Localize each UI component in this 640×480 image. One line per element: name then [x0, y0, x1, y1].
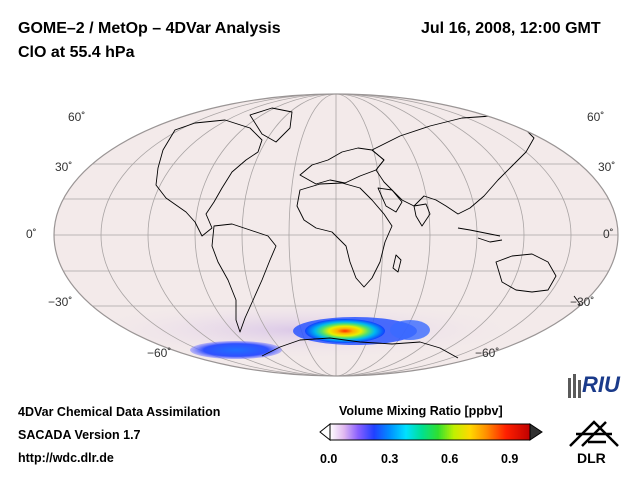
lat-label-30s-right: −30˚ — [570, 295, 595, 309]
dlr-emblem-icon — [569, 420, 619, 447]
footer-url: http://wdc.dlr.de — [18, 451, 114, 465]
lat-label-60n-right: 60˚ — [587, 110, 605, 124]
dlr-logo-text: DLR — [577, 450, 606, 466]
africa-coast — [296, 182, 393, 288]
colorbar-title: Volume Mixing Ratio [ppbv] — [339, 404, 503, 418]
indonesia-coast — [457, 227, 501, 237]
madagascar-coast — [392, 254, 402, 273]
colorbar-max-arrow — [529, 423, 543, 441]
arabia-coast — [377, 187, 403, 213]
riu-emblem-icon — [568, 374, 581, 398]
footer-line-2: SACADA Version 1.7 — [18, 428, 141, 442]
colorbar-tick-3: 0.9 — [501, 452, 519, 466]
colorbar-tick-0: 0.0 — [320, 452, 338, 466]
colorbar-min-arrow — [319, 422, 331, 442]
meridian-60 — [241, 94, 431, 376]
footer-line-1: 4DVar Chemical Data Assimilation — [18, 405, 221, 419]
lat-label-eq-right: 0˚ — [603, 227, 614, 241]
colorbar — [319, 422, 543, 442]
colorbar-tick-2: 0.6 — [441, 452, 459, 466]
meridian-90 — [194, 94, 478, 376]
meridian-150 — [100, 94, 572, 376]
lat-label-60n-left: 60˚ — [68, 110, 86, 124]
north-america-coast — [155, 119, 263, 237]
clo-patch-main-core — [305, 319, 385, 343]
australia-coast — [495, 253, 557, 293]
antarctica-coast — [261, 337, 459, 359]
globe — [54, 94, 618, 376]
india-coast — [413, 203, 431, 227]
greenland-coast — [249, 107, 293, 143]
riu-logo: RIU — [562, 372, 632, 402]
clo-patch-east — [390, 320, 430, 340]
clo-patch-west — [190, 341, 282, 359]
colorbar-tick-1: 0.3 — [381, 452, 399, 466]
globe-outline — [53, 93, 619, 377]
map-title: GOME–2 / MetOp – 4DVar Analysis — [18, 20, 281, 37]
asia-coast — [371, 115, 535, 215]
lat-label-60s-right: −60˚ — [475, 346, 500, 360]
map-datetime: Jul 16, 2008, 12:00 GMT — [421, 20, 601, 37]
riu-logo-text: RIU — [582, 372, 620, 397]
coastlines — [155, 107, 581, 359]
colorbar-gradient — [329, 423, 531, 441]
meridian-30 — [288, 94, 384, 376]
lat-label-eq-left: 0˚ — [26, 227, 37, 241]
south-america-coast — [211, 223, 277, 333]
lat-label-30s-left: −30˚ — [48, 295, 73, 309]
lat-label-30n-right: 30˚ — [598, 160, 616, 174]
lat-label-30n-left: 30˚ — [55, 160, 73, 174]
meridian-120 — [147, 94, 525, 376]
map-subtitle: ClO at 55.4 hPa — [18, 44, 135, 61]
lat-label-60s-left: −60˚ — [147, 346, 172, 360]
indonesia-coast-2 — [477, 237, 503, 243]
